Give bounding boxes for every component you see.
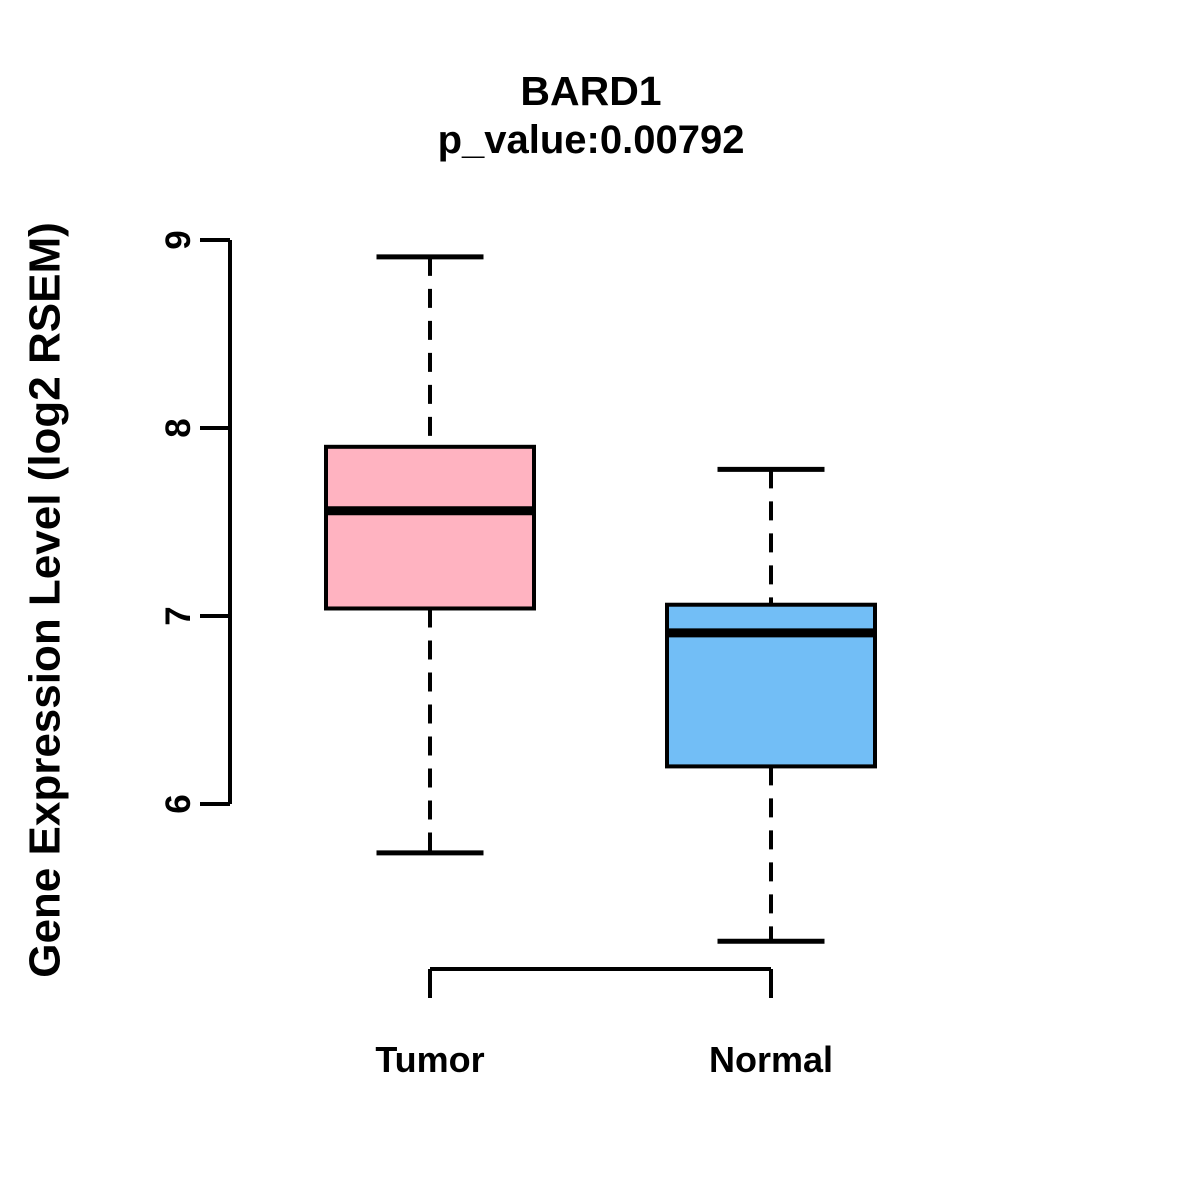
y-axis-label: Gene Expression Level (log2 RSEM): [21, 222, 70, 978]
y-tick-label: 7: [159, 606, 198, 625]
box-tumor: [324, 254, 536, 856]
category-label-tumor: Tumor: [375, 1039, 484, 1080]
category-label-normal: Normal: [709, 1039, 833, 1080]
y-tick-label: 9: [159, 230, 198, 249]
chart-subtitle: p_value:0.00792: [438, 118, 745, 162]
x-axis: [428, 967, 773, 998]
y-tick-label: 6: [159, 794, 198, 813]
iqr-box: [324, 444, 536, 611]
category-labels: Tumor Normal: [375, 1039, 833, 1080]
chart-title: BARD1: [520, 68, 661, 114]
boxes-layer: [324, 254, 877, 944]
y-axis: 6 7 8 9: [159, 230, 232, 814]
y-tick-label: 8: [159, 418, 198, 437]
box-normal: [665, 466, 877, 944]
